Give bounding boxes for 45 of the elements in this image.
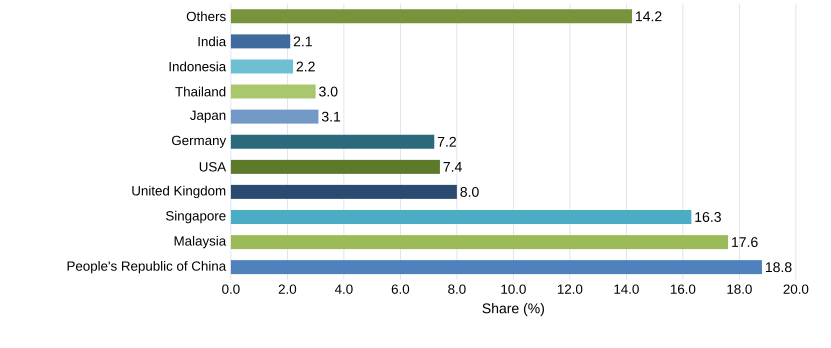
bar: [230, 9, 632, 24]
bar: [230, 260, 762, 274]
data-label: 8.0: [460, 186, 479, 197]
data-label: 17.6: [732, 237, 758, 248]
bar: [230, 184, 457, 199]
x-tick-label: 16.0: [670, 284, 696, 294]
bar: [230, 134, 434, 149]
x-tick-label: 12.0: [558, 284, 582, 294]
y-tick-label: Others: [186, 11, 226, 22]
bar: [230, 59, 294, 74]
data-label: 2.2: [296, 62, 315, 72]
x-tick-label: 14.0: [614, 284, 639, 294]
data-label: 3.1: [322, 112, 340, 122]
data-label: 2.1: [294, 36, 312, 46]
x-tick-label: 0.0: [222, 284, 240, 294]
y-tick-label: Malaysia: [174, 236, 226, 248]
y-tick-label: United Kingdom: [132, 186, 226, 198]
data-label: 14.2: [636, 11, 662, 22]
y-tick-label: India: [198, 36, 226, 46]
bar: [230, 210, 692, 224]
bar: [230, 235, 728, 250]
y-tick-label: Thailand: [175, 86, 226, 96]
x-tick-label: 8.0: [448, 284, 466, 294]
x-tick-label: 10.0: [501, 284, 526, 294]
y-tick-label: People's Republic of China: [68, 260, 226, 274]
x-tick-label: 18.0: [727, 284, 752, 294]
data-label: 3.0: [319, 86, 338, 97]
data-label: 18.8: [766, 262, 792, 272]
bar: [230, 160, 440, 174]
bar: [230, 110, 318, 124]
bar: [230, 84, 316, 99]
y-tick-label: Germany: [172, 136, 226, 148]
data-label: 7.2: [438, 136, 456, 147]
x-tick-label: 20.0: [784, 284, 808, 294]
y-tick-label: USA: [200, 162, 226, 172]
x-tick-label: 6.0: [392, 284, 410, 294]
y-tick-label: Japan: [190, 110, 226, 123]
y-tick-label: Singapore: [166, 210, 226, 224]
x-tick-label: 4.0: [334, 284, 353, 294]
bar: [230, 34, 290, 48]
y-tick-label: Indonesia: [170, 62, 226, 72]
x-axis-title: Share (%): [482, 303, 544, 316]
data-label: 7.4: [444, 162, 462, 172]
x-tick-label: 2.0: [278, 284, 296, 294]
data-label: 16.3: [695, 212, 721, 222]
